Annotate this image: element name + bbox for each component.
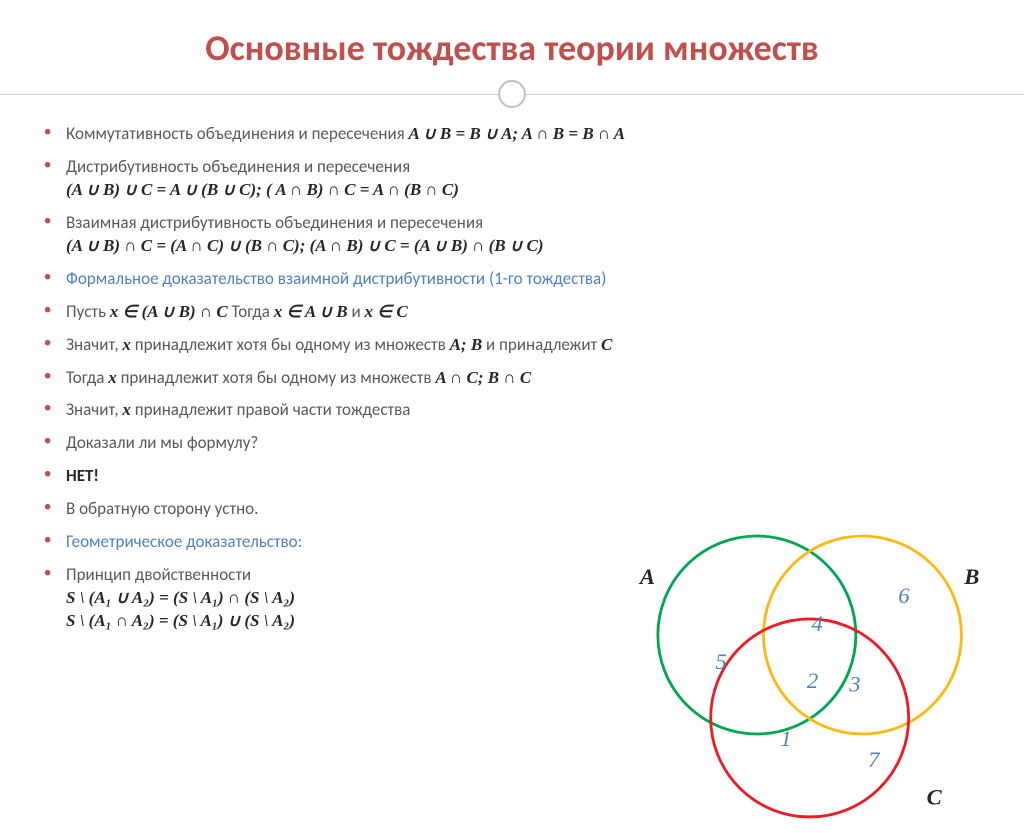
text-span: Пусть bbox=[66, 301, 110, 322]
bullet-item: Взаимная дистрибутивность объединения и … bbox=[44, 212, 1000, 258]
text-span: Тогда bbox=[66, 367, 108, 388]
venn-region-number: 7 bbox=[868, 747, 881, 772]
bullet-text: НЕТ! bbox=[66, 465, 99, 486]
title-divider bbox=[0, 80, 1024, 113]
formula-span: S \ (A₁ ∩ A₂) = (S \ A₁) ∪ (S \ A₂) bbox=[66, 611, 295, 630]
venn-region-number: 4 bbox=[812, 611, 823, 636]
text-span: и bbox=[348, 301, 365, 322]
content-area: Коммутативность объединения и пересечени… bbox=[0, 123, 1024, 633]
formula-span: x ∈ (A ∪ B) ∩ C bbox=[110, 302, 228, 321]
formula-span: x ∈ C bbox=[365, 302, 408, 321]
venn-diagram: A B C 1 2 3 4 5 6 7 bbox=[614, 503, 994, 833]
formula-span: S \ (A₁ ∪ A₂) = (S \ A₁) ∩ (S \ A₂) bbox=[66, 588, 295, 607]
text-span: Значит, bbox=[66, 334, 122, 355]
formula-span: x ∈ A ∪ B bbox=[274, 302, 348, 321]
formula-span: (A ∪ B) ∪ C = A ∪ (B ∪ C); ( A ∩ B) ∩ C … bbox=[66, 180, 459, 199]
formula-span: A ∪ B = B ∪ A; A ∩ B = B ∩ A bbox=[409, 124, 626, 143]
venn-region-number: 1 bbox=[780, 726, 791, 751]
venn-region-number: 3 bbox=[848, 672, 860, 697]
formula-span: C bbox=[601, 335, 612, 354]
text-span: и принадлежит bbox=[482, 334, 601, 355]
text-span: Тогда bbox=[228, 301, 274, 322]
bullet-text: Коммутативность объединения и пересечени… bbox=[66, 123, 409, 144]
bullet-item: Значит, x принадлежит хотя бы одному из … bbox=[44, 334, 1000, 357]
bullet-text: В обратную сторону устно. bbox=[66, 498, 258, 519]
bullet-text: Геометрическое доказательство: bbox=[66, 531, 302, 552]
venn-region-number: 5 bbox=[715, 649, 726, 674]
text-span: принадлежит хотя бы одному из множеств bbox=[117, 367, 436, 388]
bullet-item: НЕТ! bbox=[44, 465, 1000, 488]
text-span: принадлежит правой части тождества bbox=[131, 399, 410, 420]
formula-span: x bbox=[108, 368, 117, 387]
bullet-item: Формальное доказательство взаимной дистр… bbox=[44, 268, 1000, 291]
bullet-text: Доказали ли мы формулу? bbox=[66, 432, 258, 453]
venn-region-number: 6 bbox=[898, 583, 910, 608]
text-span: принадлежит хотя бы одному из множеств bbox=[131, 334, 450, 355]
bullet-item: Дистрибутивность объединения и пересечен… bbox=[44, 156, 1000, 202]
bullet-text: Дистрибутивность объединения и пересечен… bbox=[66, 156, 410, 177]
venn-region-number: 2 bbox=[807, 668, 818, 693]
bullet-item: Значит, x принадлежит правой части тожде… bbox=[44, 399, 1000, 422]
formula-span: A ∩ C; B ∩ C bbox=[435, 368, 531, 387]
page-title: Основные тождества теории множеств bbox=[0, 0, 1024, 78]
formula-span: x bbox=[122, 335, 131, 354]
bullet-item: Тогда x принадлежит хотя бы одному из мн… bbox=[44, 367, 1000, 390]
venn-set-label: B bbox=[963, 564, 979, 589]
bullet-text: Формальное доказательство взаимной дистр… bbox=[66, 268, 606, 289]
formula-span: A; B bbox=[450, 335, 483, 354]
bullet-item: Пусть x ∈ (A ∪ B) ∩ C Тогда x ∈ A ∪ B и … bbox=[44, 301, 1000, 324]
bullet-item: Коммутативность объединения и пересечени… bbox=[44, 123, 1000, 146]
formula-span: x bbox=[122, 400, 131, 419]
bullet-item: Доказали ли мы формулу? bbox=[44, 432, 1000, 455]
bullet-text: Принцип двойственности bbox=[66, 564, 251, 585]
formula-span: (A ∪ B) ∩ C = (A ∩ C) ∪ (B ∩ C); (A ∩ B)… bbox=[66, 236, 544, 255]
venn-set-label: A bbox=[638, 564, 655, 589]
venn-set-label: C bbox=[927, 785, 943, 810]
bullet-text: Взаимная дистрибутивность объединения и … bbox=[66, 212, 483, 233]
text-span: Значит, bbox=[66, 399, 122, 420]
